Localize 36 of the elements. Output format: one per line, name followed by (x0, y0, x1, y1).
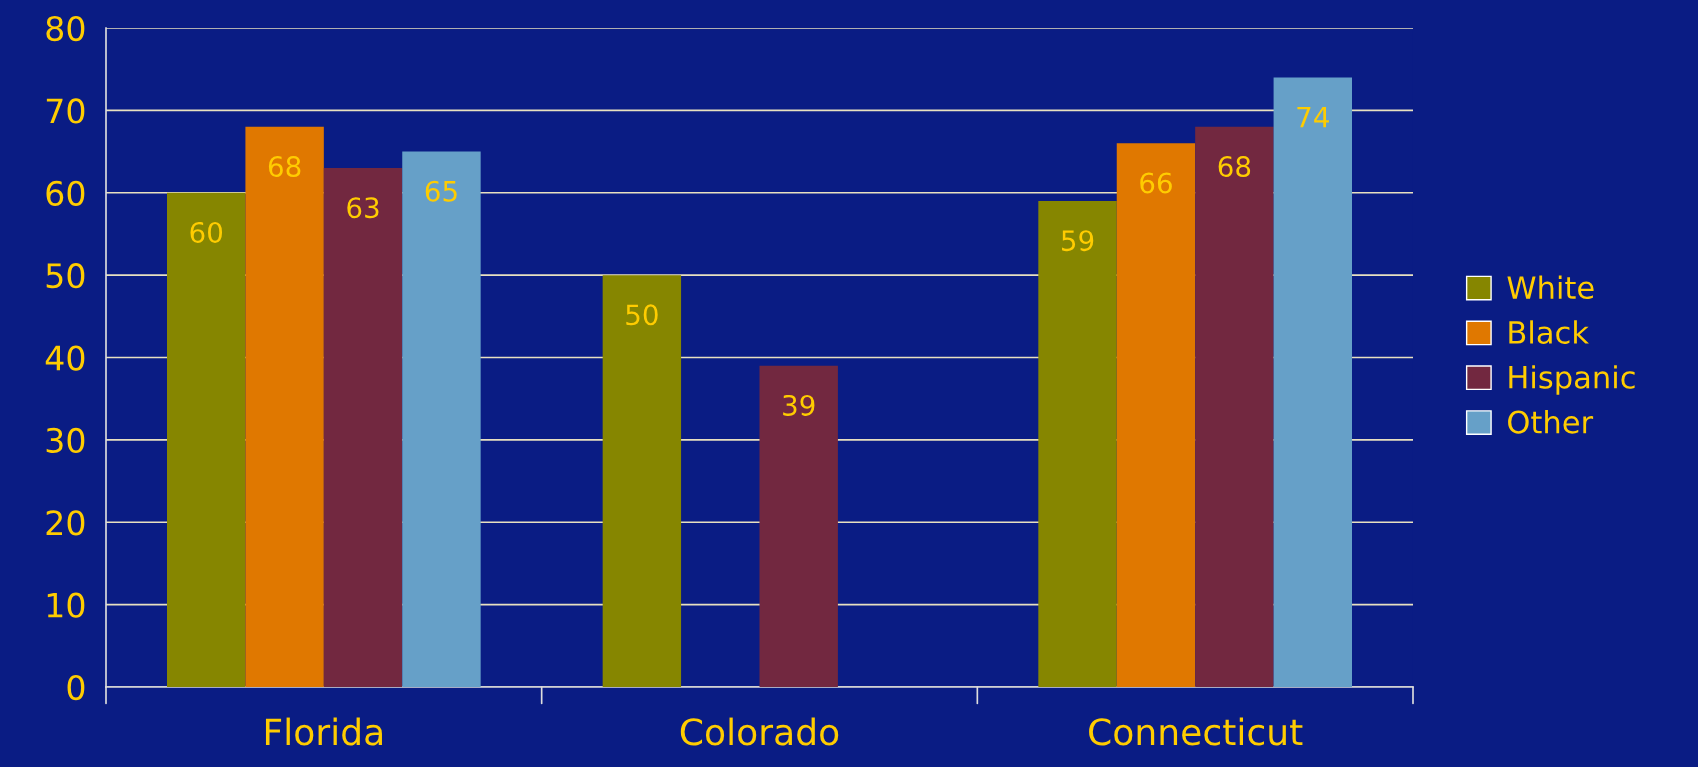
bar (245, 126, 324, 687)
legend-label: Black (1509, 320, 1589, 344)
bar (1273, 77, 1353, 687)
y-tick-label: 70 (46, 98, 85, 124)
x-tick-label: Connecticut (1089, 717, 1303, 746)
bar (1116, 143, 1196, 687)
y-tick-label: 80 (46, 15, 85, 42)
y-tick-label: 10 (47, 592, 85, 618)
bar (1038, 200, 1117, 687)
data-label: 60 (190, 221, 223, 243)
data-label: 63 (347, 197, 379, 219)
legend-label: Hispanic (1509, 365, 1635, 395)
data-label: 68 (1218, 156, 1251, 178)
legend-label: White (1507, 275, 1594, 300)
y-tick-label: 0 (67, 674, 85, 701)
x-tick-label: Florida (265, 717, 382, 746)
bar (166, 192, 246, 687)
data-label: 59 (1062, 230, 1094, 252)
bar (323, 168, 403, 687)
bar (759, 365, 838, 687)
bar (1195, 126, 1274, 687)
y-tick-label: 20 (46, 510, 85, 536)
y-tick-label: 40 (45, 345, 85, 371)
y-tick-label: 50 (46, 263, 85, 289)
bar (402, 151, 481, 687)
y-tick-label: 60 (46, 180, 85, 206)
data-label: 39 (783, 394, 815, 416)
data-label: 50 (626, 304, 658, 326)
legend-label: Other (1508, 409, 1594, 434)
data-label: 68 (268, 156, 301, 178)
x-tick-label: Colorado (680, 717, 839, 746)
y-tick-label: 30 (46, 427, 85, 454)
data-label: 74 (1297, 106, 1329, 128)
bar (602, 275, 682, 687)
data-label: 66 (1140, 172, 1172, 194)
data-label: 65 (425, 180, 457, 202)
